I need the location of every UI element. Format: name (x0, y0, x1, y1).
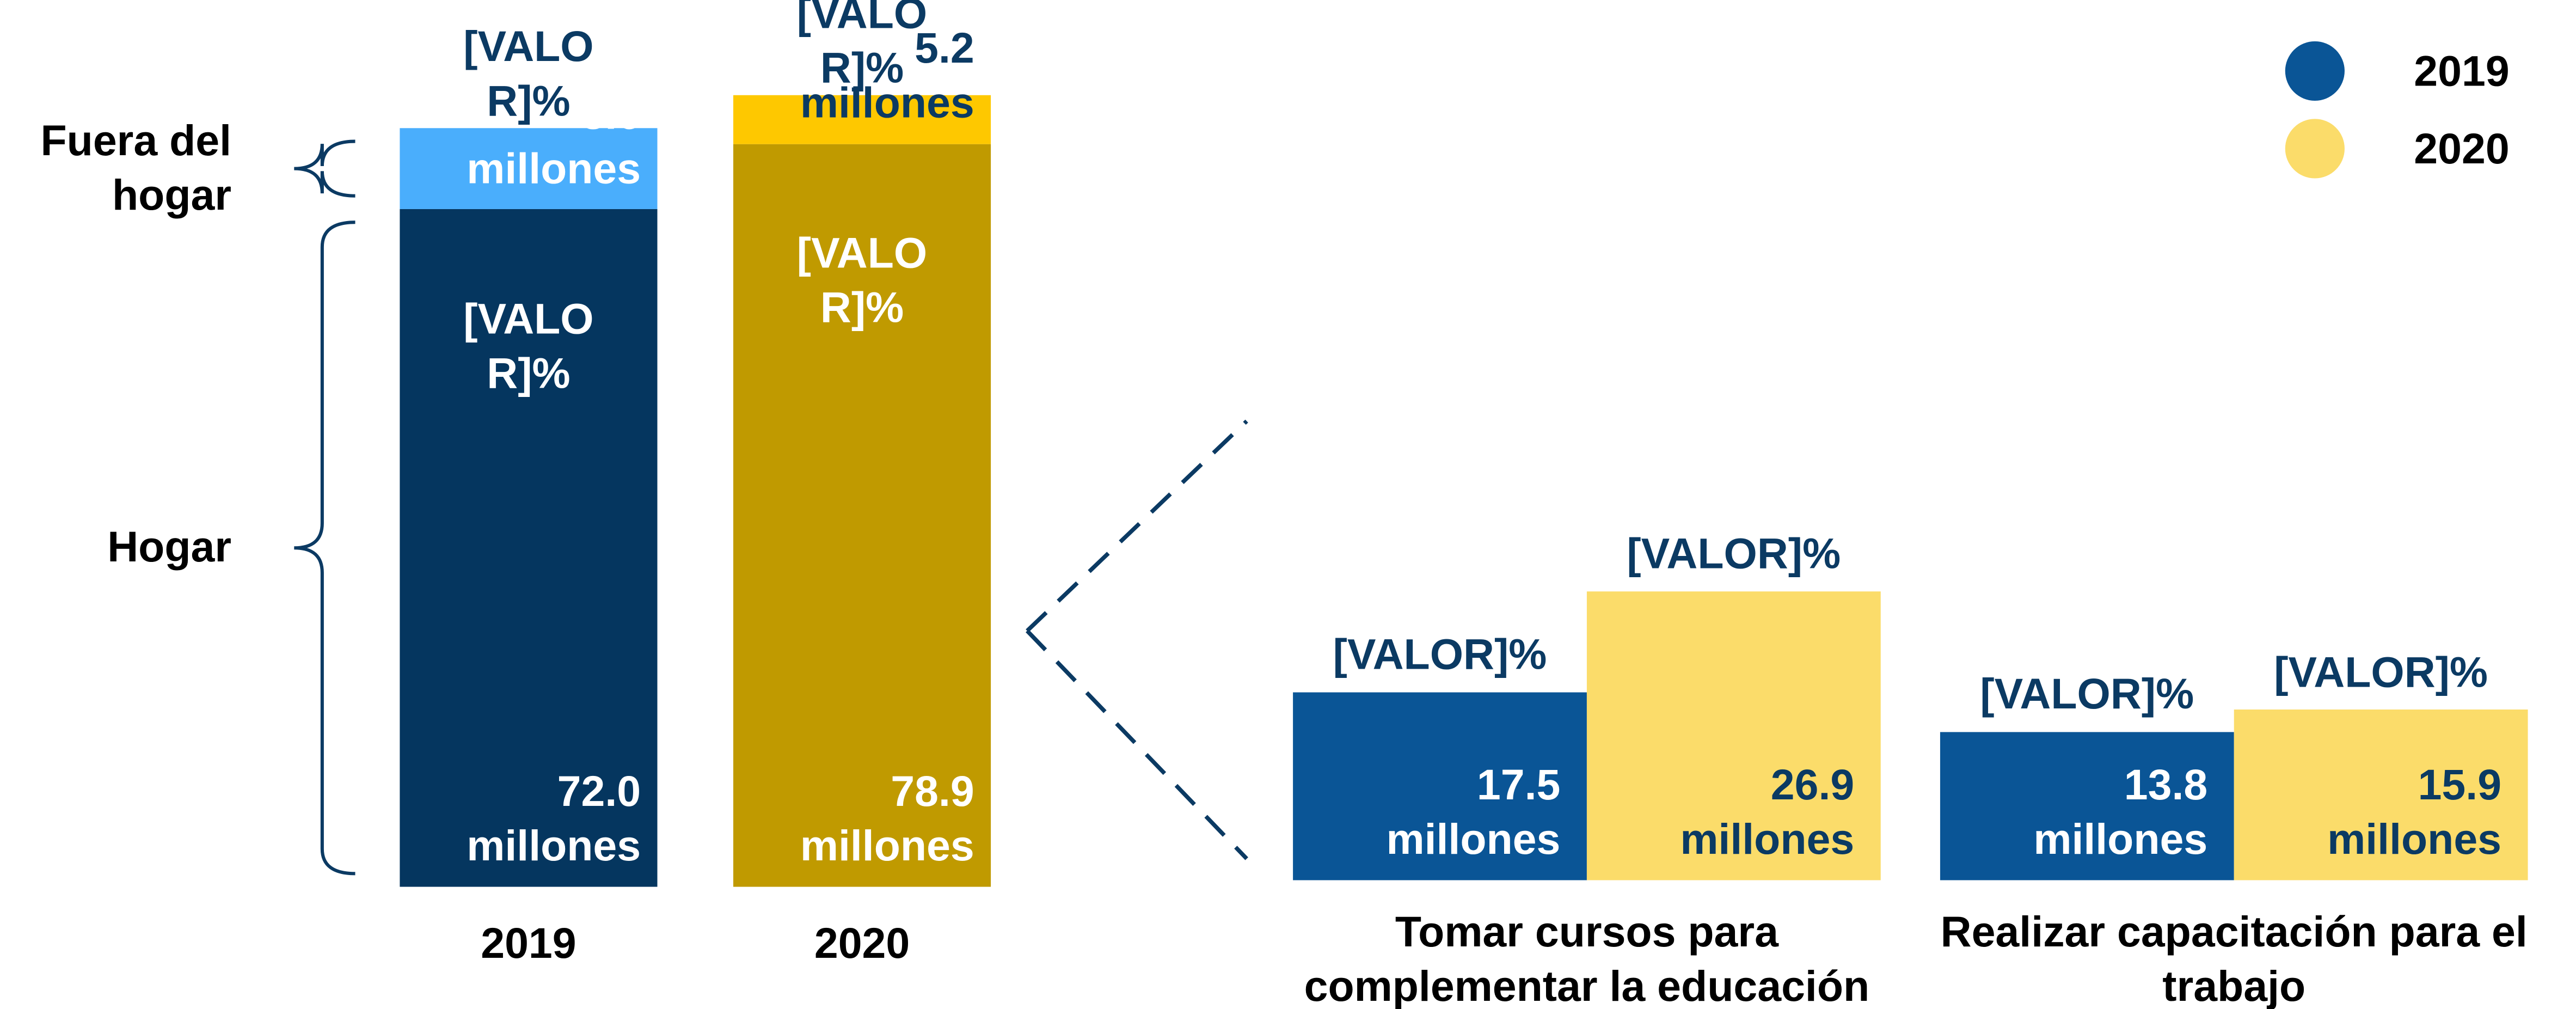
value-label-box: 15.9 millones (2327, 760, 2502, 864)
brace (294, 221, 355, 876)
brace-label-box: Fuera del hogar (40, 115, 232, 220)
value-label-box: 8.6 millones (467, 88, 641, 193)
pct-label-box: [VALOR]% (1980, 669, 2194, 719)
pct-label: [VALOR]% (1333, 629, 1547, 680)
bar-segment (400, 128, 658, 209)
brace (294, 139, 355, 198)
bar (1586, 591, 1881, 880)
value-label: 26.9 millones (1680, 760, 1855, 864)
pct-label: [VALOR]% (796, 228, 928, 333)
bar (1940, 732, 2234, 880)
pct-label-box: [VALOR]% (1627, 528, 1841, 578)
legend-label: 2019 (2414, 47, 2509, 95)
value-label-box: 78.9 millones (800, 766, 974, 871)
connector-line (1026, 419, 1248, 633)
value-label: 17.5 millones (1386, 760, 1561, 864)
brace-label-box: Hogar (107, 522, 232, 572)
value-label: 8.6 millones (467, 88, 641, 193)
pct-label-box: [VALOR]% (796, 0, 928, 92)
value-label: 78.9 millones (800, 766, 974, 871)
bar-segment (733, 95, 991, 144)
pct-label-box: [VALOR]% (1333, 629, 1547, 680)
pct-label-box: [VALOR]% (463, 293, 594, 398)
value-label: 15.9 millones (2327, 760, 2502, 864)
x-tick-label: 2019 (481, 919, 576, 967)
x-tick-label-box: Tomar cursos para complementar la educac… (1304, 906, 1870, 1009)
pct-label: [VALOR]% (463, 293, 594, 398)
value-label-box: 26.9 millones (1680, 760, 1855, 864)
brace-label: Hogar (107, 522, 232, 572)
value-label: 13.8 millones (2033, 760, 2208, 864)
bar-segment (400, 209, 658, 887)
pct-label: [VALOR]% (796, 0, 928, 92)
x-tick-label: 2020 (814, 919, 910, 967)
legend-marker (2285, 41, 2345, 101)
legend-marker (2285, 119, 2345, 179)
bar (1293, 692, 1587, 880)
pct-label-box: [VALOR]% (463, 21, 594, 125)
bar (2234, 710, 2528, 880)
brace-label: Fuera del hogar (40, 115, 232, 220)
pct-label-box: [VALOR]% (796, 228, 928, 333)
pct-label: [VALOR]% (463, 21, 594, 125)
value-label: 5.2 millones (800, 23, 974, 128)
bar-segment (733, 144, 991, 887)
value-label: 72.0 millones (467, 766, 641, 871)
pct-label: [VALOR]% (1627, 528, 1841, 578)
value-label-box: 13.8 millones (2033, 760, 2208, 864)
pct-label: [VALOR]% (2274, 646, 2488, 696)
connector-line (1026, 629, 1248, 860)
pct-label: [VALOR]% (1980, 669, 2194, 719)
x-tick-label-box: Realizar capacitación para el trabajo (1940, 906, 2528, 1009)
value-label-box: 72.0 millones (467, 766, 641, 871)
pct-label-box: [VALOR]% (2274, 646, 2488, 696)
x-tick-label: Realizar capacitación para el trabajo (1940, 906, 2528, 1009)
x-tick-label: Tomar cursos para complementar la educac… (1304, 906, 1870, 1009)
legend-label: 2020 (2414, 125, 2509, 173)
value-label-box: 17.5 millones (1386, 760, 1561, 864)
value-label-box: 5.2 millones (800, 23, 974, 128)
